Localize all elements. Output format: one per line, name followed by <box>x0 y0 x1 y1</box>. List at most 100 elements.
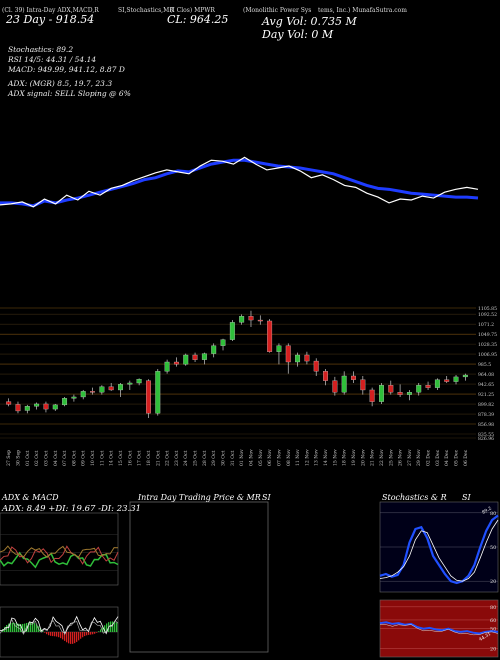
date-axis-label: 25 Nov <box>388 449 394 466</box>
candle-body <box>146 380 151 414</box>
header-title-ticker: (I Clos) MPWR <box>170 7 215 14</box>
stoch-axis-tick: 80 <box>490 511 496 517</box>
date-axis-label: 06 Dec <box>463 449 469 466</box>
header-title-left: (Cl. 39) Intra-Day ADX,MACD,R <box>2 7 99 14</box>
candle-body <box>276 345 282 352</box>
date-axis-label: 03 Oct <box>43 450 49 466</box>
close-price: CL: 964.25 <box>167 13 229 26</box>
price-line <box>0 156 479 208</box>
macd-histogram-bar <box>52 632 54 637</box>
candle-body <box>425 385 431 388</box>
date-axis-label: 05 Dec <box>454 449 460 466</box>
macd-histogram-bar <box>58 632 60 638</box>
price-axis-tick: 1006.95 <box>478 352 497 358</box>
candle-body <box>211 345 217 354</box>
date-axis-label: 20 Nov <box>360 449 366 466</box>
candle-body <box>24 406 30 411</box>
candle-body <box>136 379 142 384</box>
candle-body <box>379 385 384 402</box>
date-axis-label: 22 Nov <box>379 449 385 466</box>
macd-histogram-bar <box>78 632 80 641</box>
rsi-axis-tick: 80 <box>490 605 496 611</box>
date-axis-label: 27 Sep <box>6 450 12 466</box>
date-axis-label: 26 Nov <box>398 449 404 466</box>
macd-histogram-bar <box>96 632 98 633</box>
candle-body <box>416 385 422 393</box>
candle-body <box>90 391 95 393</box>
macd-histogram-bar <box>42 630 44 632</box>
rsi-readout: RSI 14/5: 44.31 / 54.14 <box>8 55 97 64</box>
adx-values-label: ADX: 8.49 +DI: 19.67 -DI: 23.31 <box>2 504 142 514</box>
candle-body <box>201 353 207 360</box>
macd-histogram-bar <box>84 632 86 637</box>
date-axis-label: 21 Oct <box>155 450 161 466</box>
candle-body <box>388 385 394 393</box>
price-axis-tick: 1028.35 <box>478 342 497 348</box>
date-axis-label: 25 Oct <box>193 450 199 466</box>
rsi-line <box>379 621 499 635</box>
macd-histogram-bar <box>102 627 104 632</box>
rsi-signal-line <box>379 624 499 636</box>
candle-body <box>183 354 189 365</box>
date-axis-label: 18 Oct <box>146 450 152 466</box>
candle-body <box>52 404 58 410</box>
stoch-value-label: 89.2 <box>481 505 493 515</box>
date-axis-label: 08 Oct <box>71 450 77 466</box>
day-range: 23 Day - 918.54 <box>6 13 95 26</box>
macd-histogram-bar <box>110 621 112 632</box>
candle-body <box>239 316 245 323</box>
date-axis-label: 01 Oct <box>25 450 31 466</box>
date-axis-label: 10 Oct <box>90 450 96 466</box>
stoch-axis-tick: 50 <box>490 545 496 551</box>
rsi-axis-tick: 60 <box>490 618 496 624</box>
date-axis-label: 03 Dec <box>435 449 441 466</box>
stochastics-readout: Stochastics: 89.2 <box>8 45 74 54</box>
macd-histogram-bar <box>48 632 50 636</box>
candle-body <box>127 382 133 385</box>
candle-body <box>108 386 114 391</box>
date-axis-label: 30 Oct <box>221 450 227 466</box>
macd-histogram-bar <box>114 621 116 632</box>
macd-signal-line <box>0 618 119 635</box>
candle-body <box>295 354 301 363</box>
candle-body <box>62 398 68 406</box>
candle-body <box>267 320 273 352</box>
candle-body <box>257 319 263 322</box>
rsi-axis-tick: 50 <box>490 627 496 633</box>
price-axis-tick: 878.39 <box>478 412 494 418</box>
date-axis-label: 15 Nov <box>332 449 338 466</box>
candle-body <box>192 354 198 360</box>
adx-line <box>0 545 119 558</box>
date-axis-label: 28 Oct <box>202 450 208 466</box>
adx-signal-readout: ADX signal: SELL Sloping @ 6% <box>8 89 131 98</box>
candle-body <box>351 375 356 380</box>
candle-body <box>15 404 21 412</box>
candle-body <box>434 379 440 388</box>
candle-body <box>164 361 170 372</box>
macd-histogram-bar <box>66 632 68 643</box>
rsi-axis-tick: 20 <box>490 646 496 652</box>
candle-body <box>285 345 291 363</box>
date-axis-label: 24 Oct <box>183 450 189 466</box>
macd-histogram-bar <box>46 632 48 635</box>
date-axis-label: 27 Nov <box>407 449 413 466</box>
candle-body <box>71 396 77 399</box>
intra-panel-title: Intra Day Trading Price & MR <box>138 493 261 502</box>
macd-histogram-bar <box>50 632 52 636</box>
candle-body <box>313 360 319 372</box>
candle-body <box>80 391 86 398</box>
price-axis-tick: 1049.75 <box>478 332 497 338</box>
date-axis-label: 14 Nov <box>323 449 329 466</box>
candle-body <box>453 376 459 382</box>
candle-body <box>304 354 310 362</box>
date-axis-label: 21 Nov <box>370 449 376 466</box>
stoch-k-line <box>379 514 499 585</box>
macd-histogram-bar <box>98 631 100 632</box>
plus-di-line <box>0 551 119 569</box>
candle-body <box>323 371 328 381</box>
macd-histogram-bar <box>88 632 90 635</box>
macd-histogram-bar <box>62 632 64 640</box>
stoch-panel-si: SI <box>462 493 471 502</box>
macd-histogram-bar <box>28 622 30 632</box>
